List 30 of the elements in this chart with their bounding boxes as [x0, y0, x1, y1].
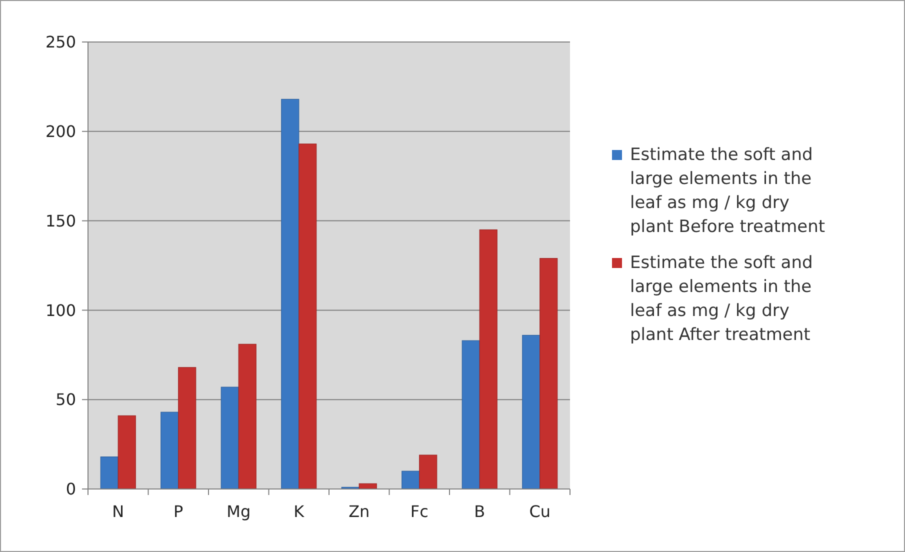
- legend-label: Estimate the soft and large elements in the leaf as mg / kg dry plant After treatment: [630, 253, 813, 345]
- x-tick-label: N: [112, 502, 124, 521]
- x-tick-label: Mg: [226, 502, 251, 521]
- bar: [462, 340, 480, 490]
- bar: [402, 470, 420, 490]
- bar: [220, 386, 239, 490]
- y-tick-label: 100: [45, 300, 76, 320]
- bar: [178, 367, 196, 490]
- x-tick-label: Fc: [410, 502, 428, 521]
- x-tick-label: B: [474, 502, 486, 521]
- bar: [522, 334, 540, 490]
- y-tick-label: 250: [45, 32, 76, 52]
- x-tick-label: Cu: [529, 502, 551, 521]
- bar: [479, 229, 498, 490]
- y-tick-label: 50: [56, 390, 76, 410]
- x-tick-label: P: [174, 502, 184, 521]
- bar: [160, 412, 179, 490]
- x-tick-label: Zn: [348, 502, 370, 521]
- x-tick-label: K: [294, 502, 305, 521]
- bar: [238, 344, 256, 490]
- y-tick-label: 150: [45, 211, 76, 230]
- bar: [540, 258, 558, 490]
- bar: [100, 456, 118, 490]
- bar: [281, 98, 300, 490]
- y-tick-label: 0: [66, 480, 76, 499]
- bar: [298, 144, 317, 490]
- legend-label: Estimate the soft and large elements in the leaf as mg / kg dry plant Before treatment: [630, 145, 826, 237]
- y-tick-label: 200: [45, 122, 76, 141]
- bar: [118, 415, 136, 490]
- bar: [419, 454, 438, 490]
